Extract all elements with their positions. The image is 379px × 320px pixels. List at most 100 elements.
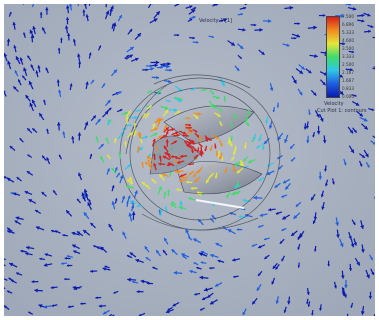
flow-arrow-head	[248, 159, 252, 164]
legend-tick: 0.000	[342, 94, 354, 99]
flow-arrow-head	[185, 143, 190, 147]
flow-arrow-head	[175, 131, 179, 135]
flow-arrow-head	[173, 140, 177, 144]
flow-arrow-head	[233, 275, 236, 278]
flow-arrow-head	[239, 56, 242, 59]
flow-arrow-head	[236, 169, 241, 174]
flow-arrow-head	[193, 87, 196, 91]
flow-arrow-head	[87, 202, 91, 207]
simulation-viewport[interactable]: Velocity 1 [1] 7.500 6.896 5.333 4.600 3…	[4, 4, 375, 316]
flow-arrow-head	[188, 141, 192, 144]
side-label: Cut Plot 1: contours	[317, 108, 367, 114]
flow-arrow-head	[200, 144, 203, 147]
flow-arrow-head	[283, 310, 287, 313]
flow-arrow-head	[28, 311, 31, 314]
flow-arrow-head	[205, 179, 210, 184]
flow-arrow-head	[108, 223, 112, 228]
flow-arrow-head	[287, 301, 291, 305]
flow-arrow-head	[158, 135, 162, 139]
flow-arrow-head	[258, 138, 262, 142]
flow-arrow-head	[301, 66, 305, 70]
flow-arrow-head	[83, 193, 86, 196]
flow-arrow-head	[15, 56, 20, 61]
flow-arrow-head	[351, 50, 354, 54]
flow-arrow-head	[197, 169, 201, 173]
flow-arrow-head	[163, 145, 167, 150]
flow-arrow-head	[193, 7, 197, 10]
flow-arrow-head	[200, 250, 205, 255]
flow-arrow-head	[196, 266, 199, 270]
flow-arrow-head	[58, 89, 62, 93]
flow-arrow-head	[254, 23, 257, 27]
flow-arrow-head	[149, 105, 152, 109]
flow-arrow-head	[322, 140, 327, 144]
flow-arrow	[88, 4, 91, 6]
flow-arrow-head	[188, 123, 192, 127]
flow-arrow-head	[312, 220, 316, 224]
flow-arrow-head	[155, 11, 160, 16]
flow-arrow-head	[38, 304, 43, 308]
flow-arrow-head	[194, 129, 198, 133]
vector-arrows-foreground	[95, 87, 265, 210]
flow-arrow-head	[148, 153, 151, 157]
flow-arrow-head	[188, 197, 192, 201]
flow-arrow-head	[226, 195, 230, 198]
flow-arrow-head	[162, 173, 166, 177]
flow-arrow-head	[179, 174, 183, 178]
flow-arrow-head	[68, 4, 73, 7]
flow-arrow-head	[272, 265, 276, 269]
flow-arrow-head	[199, 153, 203, 157]
flow-arrow-head	[188, 172, 192, 175]
flow-arrow-head	[37, 65, 41, 69]
flow-arrow-head	[192, 36, 195, 40]
flow-arrow-head	[165, 131, 169, 135]
flow-arrow-head	[158, 162, 162, 166]
flow-arrow-head	[202, 297, 206, 301]
flow-arrow-head	[25, 252, 29, 256]
flow-arrow-head	[281, 228, 284, 231]
flow-arrow-head	[118, 152, 121, 156]
flow-arrow-head	[339, 243, 344, 247]
flow-arrow-head	[217, 154, 221, 158]
flow-arrow-head	[13, 45, 17, 49]
flow-arrow-head	[13, 192, 17, 196]
flow-arrow-head	[223, 18, 227, 22]
flow-arrow-head	[340, 13, 345, 19]
flow-arrow-head	[16, 177, 20, 180]
flow-arrow-head	[217, 113, 221, 117]
flow-arrow-head	[236, 184, 239, 188]
flow-arrow-head	[10, 192, 14, 195]
flow-arrow-head	[119, 175, 124, 179]
flow-arrow-head	[234, 185, 238, 189]
flow-arrow-head	[174, 160, 177, 163]
flow-arrow-head	[194, 178, 198, 183]
flow-arrow-head	[136, 290, 140, 294]
flow-arrow-head	[267, 19, 272, 23]
flow-arrow-head	[272, 109, 276, 113]
flow-arrow-head	[149, 90, 153, 93]
flow-arrow-head	[306, 301, 309, 305]
flow-arrow-head	[171, 201, 175, 204]
flow-arrow-head	[153, 132, 158, 137]
flow-arrow-head	[78, 61, 82, 64]
flow-arrow-head	[138, 132, 142, 136]
flow-arrow-head	[107, 100, 111, 104]
flow-arrow-head	[83, 230, 87, 234]
flow-arrow-head	[134, 190, 138, 194]
flow-arrow-head	[111, 167, 115, 171]
flow-arrow-head	[45, 7, 49, 11]
flow-arrow-head	[24, 190, 29, 195]
flow-arrow-head	[27, 55, 30, 59]
flow-arrow-head	[339, 74, 343, 78]
flow-arrow-head	[177, 33, 180, 37]
flow-arrow-head	[352, 6, 357, 11]
flow-arrow-head	[14, 220, 18, 224]
flow-arrow-head	[129, 132, 133, 136]
flow-arrow-head	[313, 92, 317, 96]
flow-arrow-head	[100, 144, 104, 148]
flow-arrow-head	[324, 183, 328, 187]
flow-arrow-head	[146, 112, 150, 116]
flow-arrow-head	[156, 250, 160, 254]
flow-arrow-head	[149, 64, 153, 68]
flow-arrow-head	[188, 145, 191, 149]
